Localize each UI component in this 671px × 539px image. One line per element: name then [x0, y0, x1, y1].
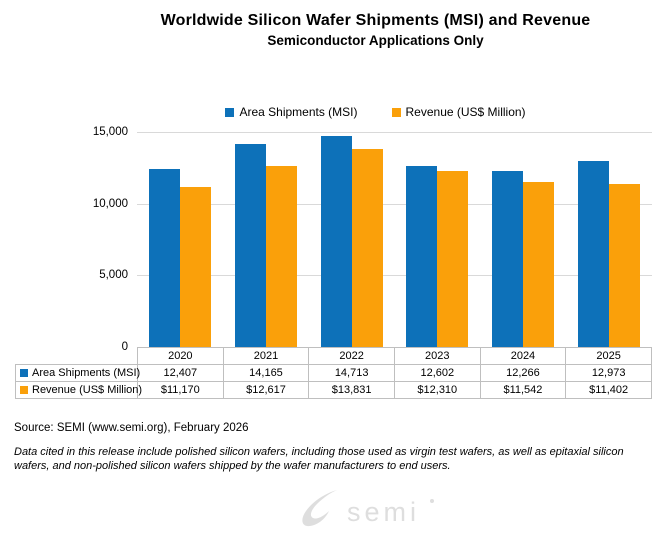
bar-2022-revenue [351, 148, 383, 347]
chart-subtitle: Semiconductor Applications Only [267, 33, 484, 48]
legend-item-revenue: Revenue (US$ Million) [391, 105, 526, 119]
bar-2023-shipments [406, 166, 438, 347]
table-corner-cell [16, 348, 138, 365]
value-cell-2023: 12,602 [393, 364, 481, 382]
chart-title: Worldwide Silicon Wafer Shipments (MSI) … [160, 12, 591, 29]
bar-2021-shipments [234, 143, 266, 347]
series-marker-icon [20, 369, 28, 377]
bar-2020-revenue [179, 186, 211, 347]
value-cell-2023: $12,310 [393, 381, 481, 399]
bar-2023-revenue [437, 170, 469, 347]
shipments-swatch-icon [225, 107, 235, 117]
trademark-dot-icon [429, 499, 434, 503]
semi-swoosh-icon [301, 490, 337, 527]
footer: semi [0, 488, 671, 532]
year-header-2025: 2025 [565, 347, 652, 365]
table-row: Revenue (US$ Million) $11,170 $12,617 $13,8… [15, 381, 652, 399]
source-note: Source: SEMI (www.semi.org), February 20… [14, 422, 249, 434]
value-cell-2025: 12,973 [565, 364, 652, 382]
bar-group-2024 [480, 132, 566, 347]
title-block: Worldwide Silicon Wafer Shipments (MSI) … [0, 0, 671, 49]
disclaimer-note: Data cited in this release include polis… [14, 446, 624, 472]
bar-group-2020 [137, 132, 223, 347]
value-cell-2020: $11,170 [137, 381, 224, 399]
bar-group-2021 [223, 132, 309, 347]
value-cell-2020: 12,407 [137, 364, 224, 382]
value-cell-2025: $11,402 [565, 381, 652, 399]
row-label: Revenue (US$ Million) [15, 381, 142, 399]
value-cell-2021: $12,617 [222, 381, 310, 399]
value-cell-2021: 14,165 [222, 364, 310, 382]
legend-label-revenue: Revenue (US$ Million) [405, 105, 526, 119]
table-row: 2020 2021 2022 2023 2024 2025 [16, 347, 652, 365]
year-header-2020: 2020 [137, 347, 224, 365]
bar-2024-revenue [523, 181, 555, 347]
y-axis-tick-0: 0 [121, 341, 128, 353]
gridline-15,000 [137, 132, 652, 133]
bar-2022-shipments [320, 136, 352, 347]
table-row: Area Shipments (MSI) 12,407 14,165 14,713 12… [15, 364, 652, 382]
year-header-2024: 2024 [479, 347, 567, 365]
series-name: Revenue (US$ Million) [32, 384, 143, 396]
data-table-body: 2020 2021 2022 2023 2024 2025 Area Shipments (… [15, 347, 652, 399]
bar-2024-shipments [492, 171, 524, 347]
bar-group-2025 [566, 132, 652, 347]
series-name: Area Shipments (MSI) [32, 367, 141, 379]
year-header-2021: 2021 [222, 347, 310, 365]
bar-2021-revenue [265, 166, 297, 347]
y-axis-tick-10,000: 10,000 [92, 197, 128, 210]
legend-item-shipments: Area Shipments (MSI) [225, 105, 358, 119]
revenue-swatch-icon [391, 107, 401, 117]
y-axis-tick-5,000: 5,000 [99, 269, 128, 282]
data-table: 2020 2021 2022 2023 2024 2025 Area Shipments (… [15, 347, 652, 399]
y-axis-tick-15,000: 15,000 [92, 126, 128, 138]
bar-2020-shipments [148, 169, 180, 347]
bar-2025-shipments [578, 161, 610, 347]
series-marker-icon [20, 386, 28, 394]
row-label: Area Shipments (MSI) [15, 364, 141, 382]
legend: Area Shipments (MSI) Revenue (US$ Millio… [0, 105, 671, 119]
legend-label-shipments: Area Shipments (MSI) [239, 105, 358, 119]
bar-group-2022 [309, 132, 395, 347]
year-header-2022: 2022 [308, 347, 395, 365]
semi-logo-text: semi [347, 497, 420, 527]
value-cell-2022: 14,713 [308, 364, 395, 382]
value-cell-2022: $13,831 [308, 381, 395, 399]
year-header-2023: 2023 [393, 347, 481, 365]
gridline-5,000 [137, 275, 652, 277]
chart-area: 15,000 10,000 5,000 0 [93, 126, 652, 353]
bar-2025-revenue [609, 183, 641, 347]
value-cell-2024: $11,542 [479, 381, 567, 399]
gridline-10,000 [137, 203, 652, 205]
bar-group-2023 [394, 132, 480, 347]
bar-groups [137, 132, 652, 347]
plot-area: 15,000 10,000 5,000 0 [93, 126, 652, 353]
value-cell-2024: 12,266 [479, 364, 567, 382]
semi-logo: semi [301, 490, 434, 527]
